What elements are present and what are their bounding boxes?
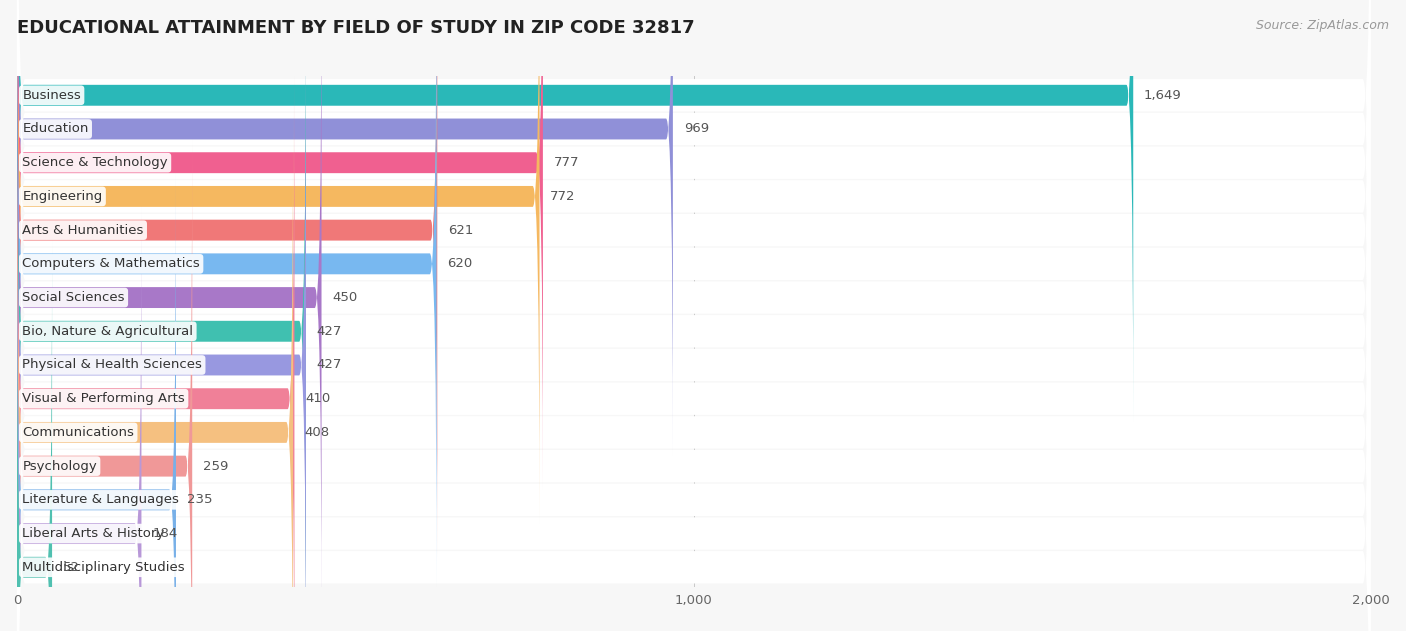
Text: 52: 52 <box>63 561 80 574</box>
Text: Literature & Languages: Literature & Languages <box>22 493 179 506</box>
FancyBboxPatch shape <box>17 0 1371 585</box>
Text: EDUCATIONAL ATTAINMENT BY FIELD OF STUDY IN ZIP CODE 32817: EDUCATIONAL ATTAINMENT BY FIELD OF STUDY… <box>17 19 695 37</box>
FancyBboxPatch shape <box>17 0 543 490</box>
Text: Education: Education <box>22 122 89 136</box>
FancyBboxPatch shape <box>17 0 1371 517</box>
FancyBboxPatch shape <box>17 173 176 631</box>
Text: Arts & Humanities: Arts & Humanities <box>22 223 143 237</box>
Text: Psychology: Psychology <box>22 459 97 473</box>
Text: 235: 235 <box>187 493 212 506</box>
FancyBboxPatch shape <box>17 0 1371 631</box>
FancyBboxPatch shape <box>17 0 1133 422</box>
FancyBboxPatch shape <box>17 0 322 624</box>
FancyBboxPatch shape <box>17 44 1371 631</box>
FancyBboxPatch shape <box>17 0 1371 631</box>
Text: 969: 969 <box>683 122 709 136</box>
FancyBboxPatch shape <box>17 139 193 631</box>
Text: Physical & Health Sciences: Physical & Health Sciences <box>22 358 202 372</box>
FancyBboxPatch shape <box>17 0 540 523</box>
Text: 450: 450 <box>332 291 357 304</box>
Text: 621: 621 <box>449 223 474 237</box>
FancyBboxPatch shape <box>17 179 1371 631</box>
Text: 427: 427 <box>316 325 342 338</box>
FancyBboxPatch shape <box>17 207 142 631</box>
Text: Communications: Communications <box>22 426 134 439</box>
FancyBboxPatch shape <box>17 0 1371 551</box>
FancyBboxPatch shape <box>17 0 1371 618</box>
Text: Engineering: Engineering <box>22 190 103 203</box>
FancyBboxPatch shape <box>17 10 1371 631</box>
Text: Multidisciplinary Studies: Multidisciplinary Studies <box>22 561 186 574</box>
FancyBboxPatch shape <box>17 0 437 557</box>
Text: Liberal Arts & History: Liberal Arts & History <box>22 527 165 540</box>
Text: Computers & Mathematics: Computers & Mathematics <box>22 257 200 270</box>
FancyBboxPatch shape <box>17 0 1371 631</box>
Text: 1,649: 1,649 <box>1144 89 1182 102</box>
Text: 259: 259 <box>202 459 228 473</box>
FancyBboxPatch shape <box>17 0 1371 631</box>
FancyBboxPatch shape <box>17 106 292 631</box>
Text: Social Sciences: Social Sciences <box>22 291 125 304</box>
FancyBboxPatch shape <box>17 112 1371 631</box>
Text: 777: 777 <box>554 156 579 169</box>
FancyBboxPatch shape <box>17 38 307 631</box>
Text: Source: ZipAtlas.com: Source: ZipAtlas.com <box>1256 19 1389 32</box>
FancyBboxPatch shape <box>17 0 437 591</box>
FancyBboxPatch shape <box>17 0 673 456</box>
FancyBboxPatch shape <box>17 78 1371 631</box>
Text: Business: Business <box>22 89 82 102</box>
FancyBboxPatch shape <box>17 240 52 631</box>
Text: 408: 408 <box>304 426 329 439</box>
Text: Visual & Performing Arts: Visual & Performing Arts <box>22 392 186 405</box>
FancyBboxPatch shape <box>17 4 307 631</box>
Text: 620: 620 <box>447 257 472 270</box>
Text: 410: 410 <box>305 392 330 405</box>
Text: Bio, Nature & Agricultural: Bio, Nature & Agricultural <box>22 325 193 338</box>
FancyBboxPatch shape <box>17 145 1371 631</box>
FancyBboxPatch shape <box>17 72 294 631</box>
Text: 427: 427 <box>316 358 342 372</box>
FancyBboxPatch shape <box>17 0 1371 484</box>
Text: 772: 772 <box>550 190 576 203</box>
Text: 184: 184 <box>152 527 177 540</box>
Text: Science & Technology: Science & Technology <box>22 156 167 169</box>
